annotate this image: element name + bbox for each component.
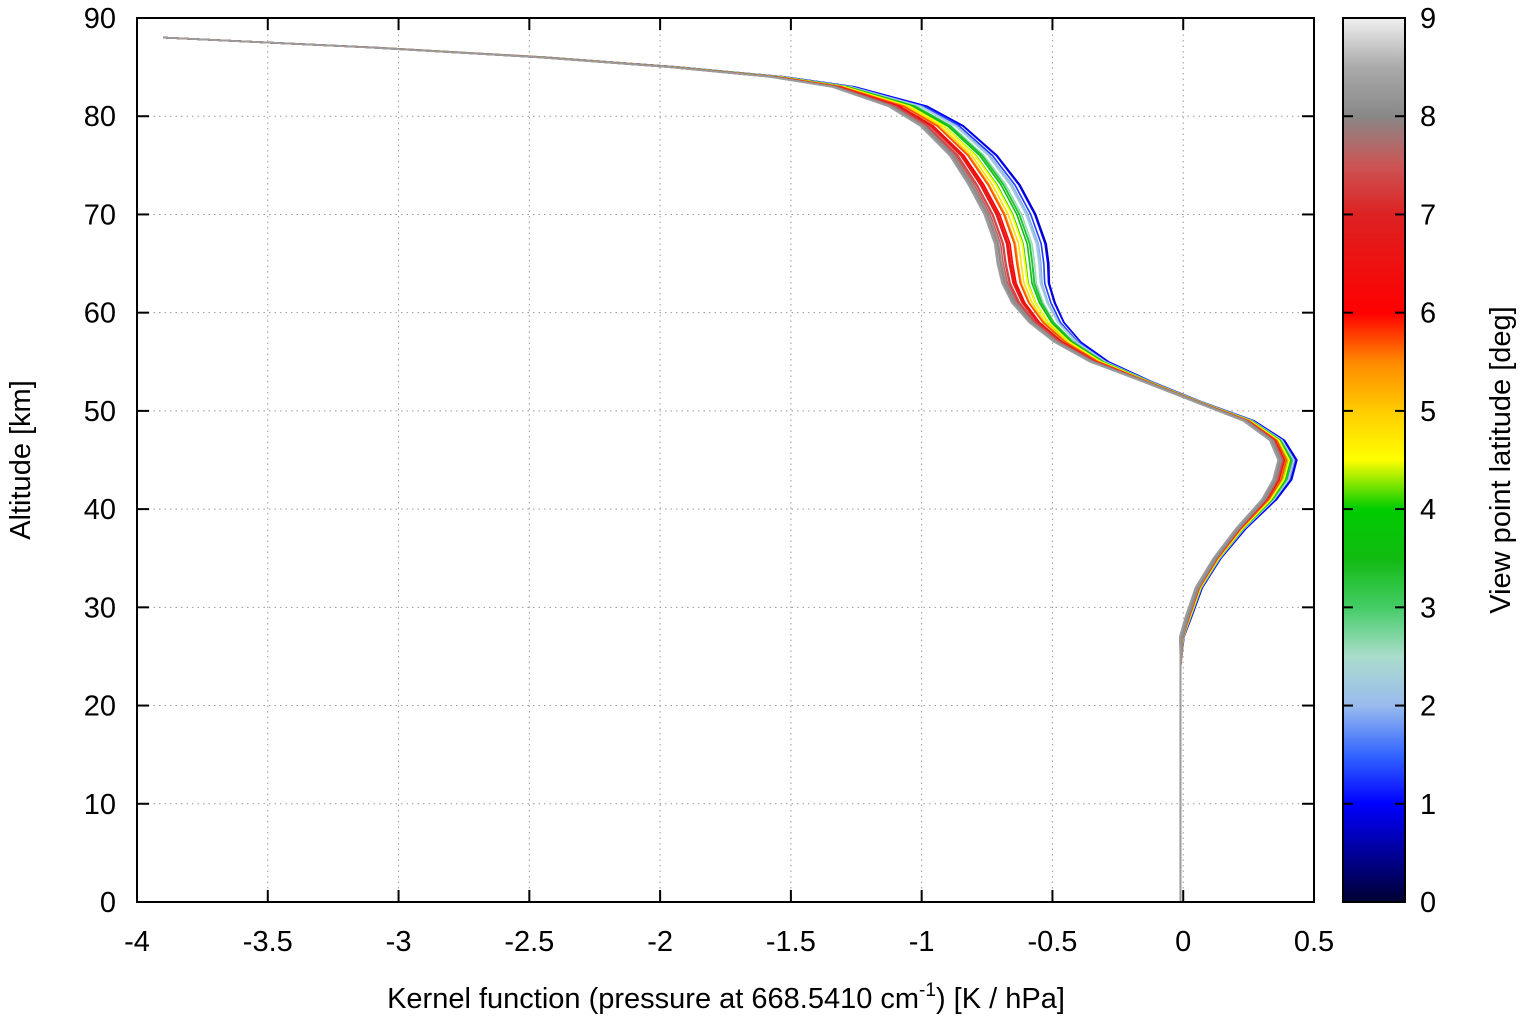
- y-tick-label: 10: [84, 789, 116, 821]
- plot-frame: [136, 17, 1315, 903]
- x-axis-label: Kernel function (pressure at 668.5410 cm…: [387, 980, 1065, 1015]
- colorbar: [1343, 18, 1405, 902]
- y-tick-label: 20: [84, 691, 116, 723]
- x-tick-label: -1: [909, 926, 935, 958]
- y-tick-label: 40: [84, 494, 116, 526]
- x-tick-label: -3: [386, 926, 412, 958]
- colorbar-tick-label: 4: [1420, 494, 1436, 526]
- x-tick-label: -0.5: [1027, 926, 1077, 958]
- colorbar-tick-label: 5: [1420, 396, 1436, 428]
- x-tick-label: -3.5: [243, 926, 293, 958]
- x-tick-label: -2: [647, 926, 673, 958]
- colorbar-tick-label: 3: [1420, 592, 1436, 624]
- y-tick-label: 50: [84, 396, 116, 428]
- kernel-series-line: [163, 36, 1283, 902]
- colorbar-label: View point latitude [deg]: [1485, 306, 1517, 613]
- plot-background: [137, 18, 1314, 902]
- colorbar-tick-label: 8: [1420, 101, 1436, 133]
- colorbar-frame: [1342, 17, 1406, 903]
- x-tick-label: -1.5: [766, 926, 816, 958]
- colorbar-tick-label: 2: [1420, 691, 1436, 723]
- colorbar-tick-label: 6: [1420, 298, 1436, 330]
- y-tick-label: 70: [84, 199, 116, 231]
- colorbar-ticks: 0 1 2 3 4 5 6 7 8 9: [1343, 3, 1436, 919]
- y-tick-label: 30: [84, 592, 116, 624]
- colorbar-tick-label: 1: [1420, 789, 1436, 821]
- kernel-series-line: [163, 36, 1279, 902]
- colorbar-tick-label: 7: [1420, 199, 1436, 231]
- y-axis-ticks: 0 10 20 30 40 50 60 70 80 90: [84, 3, 1314, 919]
- x-tick-label: 0: [1175, 926, 1191, 958]
- colorbar-tick-label: 0: [1420, 887, 1436, 919]
- kernel-series-group: [163, 36, 1298, 902]
- x-tick-label: -2.5: [504, 926, 554, 958]
- colorbar-tick-label: 9: [1420, 3, 1436, 35]
- y-tick-label: 80: [84, 101, 116, 133]
- y-tick-label: 90: [84, 3, 116, 35]
- x-tick-label: 0.5: [1294, 926, 1334, 958]
- y-tick-label: 0: [100, 887, 116, 919]
- y-tick-label: 60: [84, 298, 116, 330]
- x-axis-ticks: -4 -3.5 -3 -2.5 -2 -1.5 -1 -0.5 0 0.5: [124, 18, 1334, 958]
- x-tick-label: -4: [124, 926, 150, 958]
- y-axis-label: Altitude [km]: [5, 380, 37, 540]
